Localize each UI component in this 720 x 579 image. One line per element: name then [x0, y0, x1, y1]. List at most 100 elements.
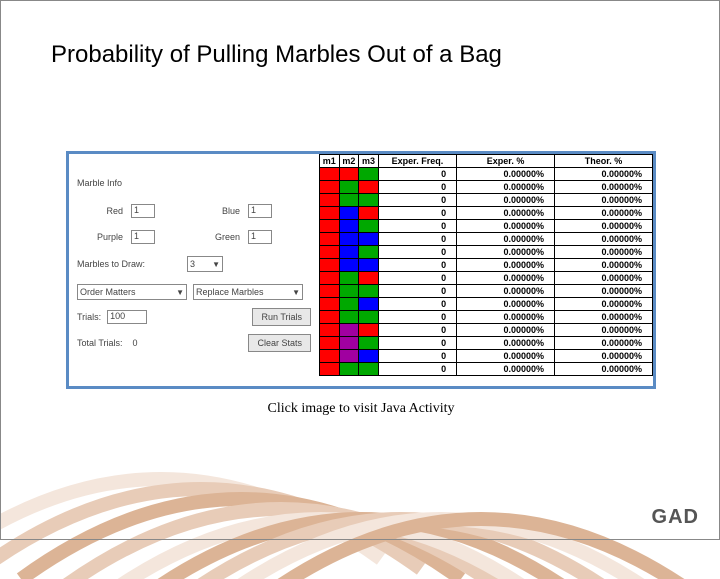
marble-cell: [359, 363, 379, 376]
marble-info-label: Marble Info: [77, 178, 311, 188]
value-cell: 0.00000%: [457, 233, 555, 246]
clear-stats-button[interactable]: Clear Stats: [248, 334, 311, 352]
value-cell: 0.00000%: [555, 259, 653, 272]
value-cell: 0.00000%: [555, 324, 653, 337]
marble-cell: [339, 233, 359, 246]
marble-cell: [359, 259, 379, 272]
marble-cell: [359, 181, 379, 194]
table-row: 00.00000%0.00000%: [320, 233, 653, 246]
page-title: Probability of Pulling Marbles Out of a …: [51, 41, 502, 69]
marble-cell: [339, 246, 359, 259]
marble-cell: [359, 285, 379, 298]
value-cell: 0: [378, 220, 456, 233]
chevron-down-icon: ▼: [212, 260, 220, 269]
value-cell: 0.00000%: [555, 311, 653, 324]
marble-cell: [320, 181, 340, 194]
trials-input[interactable]: 100: [107, 310, 147, 324]
value-cell: 0.00000%: [457, 168, 555, 181]
draw-select-value: 3: [190, 259, 195, 269]
marble-cell: [339, 285, 359, 298]
value-cell: 0.00000%: [555, 168, 653, 181]
draw-label: Marbles to Draw:: [77, 259, 187, 269]
value-cell: 0: [378, 168, 456, 181]
value-cell: 0: [378, 272, 456, 285]
replace-select[interactable]: Replace Marbles ▼: [193, 284, 303, 300]
red-label: Red: [77, 206, 123, 216]
value-cell: 0.00000%: [555, 220, 653, 233]
run-trials-button[interactable]: Run Trials: [252, 308, 311, 326]
total-trials-label: Total Trials:: [77, 338, 123, 348]
marble-cell: [359, 220, 379, 233]
applet-panel[interactable]: Marble Info Red 1 Blue 1 Purple 1 Green …: [66, 151, 656, 389]
controls-panel: Marble Info Red 1 Blue 1 Purple 1 Green …: [69, 154, 319, 386]
order-select-value: Order Matters: [80, 287, 136, 297]
marble-cell: [320, 194, 340, 207]
marble-cell: [339, 363, 359, 376]
marble-cell: [359, 233, 379, 246]
value-cell: 0.00000%: [457, 363, 555, 376]
value-cell: 0.00000%: [457, 207, 555, 220]
marble-cell: [320, 337, 340, 350]
value-cell: 0.00000%: [555, 181, 653, 194]
order-select[interactable]: Order Matters ▼: [77, 284, 187, 300]
marble-cell: [320, 311, 340, 324]
marble-cell: [359, 324, 379, 337]
table-row: 00.00000%0.00000%: [320, 363, 653, 376]
marble-cell: [320, 363, 340, 376]
table-row: 00.00000%0.00000%: [320, 285, 653, 298]
value-cell: 0.00000%: [457, 220, 555, 233]
value-cell: 0.00000%: [457, 194, 555, 207]
marble-cell: [320, 233, 340, 246]
marble-cell: [320, 350, 340, 363]
value-cell: 0.00000%: [555, 285, 653, 298]
blue-input[interactable]: 1: [248, 204, 272, 218]
brand-logo: GAD: [652, 506, 699, 529]
marble-cell: [359, 311, 379, 324]
table-row: 00.00000%0.00000%: [320, 168, 653, 181]
green-input[interactable]: 1: [248, 230, 272, 244]
marble-cell: [359, 298, 379, 311]
table-row: 00.00000%0.00000%: [320, 311, 653, 324]
purple-input[interactable]: 1: [131, 230, 155, 244]
marble-cell: [339, 298, 359, 311]
marble-cell: [339, 324, 359, 337]
marble-cell: [339, 350, 359, 363]
marble-cell: [339, 194, 359, 207]
value-cell: 0: [378, 181, 456, 194]
value-cell: 0.00000%: [457, 181, 555, 194]
marble-cell: [320, 207, 340, 220]
marble-cell: [320, 259, 340, 272]
value-cell: 0: [378, 207, 456, 220]
value-cell: 0.00000%: [457, 259, 555, 272]
image-caption: Click image to visit Java Activity: [1, 401, 720, 417]
value-cell: 0.00000%: [457, 246, 555, 259]
col-m3: m3: [359, 155, 379, 168]
marble-cell: [359, 337, 379, 350]
value-cell: 0.00000%: [555, 233, 653, 246]
col-theor-pct: Theor. %: [555, 155, 653, 168]
marble-cell: [320, 272, 340, 285]
table-row: 00.00000%0.00000%: [320, 350, 653, 363]
col-exper-freq: Exper. Freq.: [378, 155, 456, 168]
table-row: 00.00000%0.00000%: [320, 298, 653, 311]
total-trials-value: 0: [133, 338, 138, 348]
marble-cell: [359, 350, 379, 363]
marble-cell: [320, 168, 340, 181]
value-cell: 0.00000%: [555, 363, 653, 376]
marble-cell: [359, 207, 379, 220]
col-m1: m1: [320, 155, 340, 168]
marble-cell: [339, 337, 359, 350]
red-input[interactable]: 1: [131, 204, 155, 218]
value-cell: 0.00000%: [555, 350, 653, 363]
value-cell: 0: [378, 350, 456, 363]
value-cell: 0: [378, 298, 456, 311]
table-row: 00.00000%0.00000%: [320, 324, 653, 337]
table-row: 00.00000%0.00000%: [320, 207, 653, 220]
value-cell: 0.00000%: [555, 207, 653, 220]
value-cell: 0.00000%: [457, 298, 555, 311]
replace-select-value: Replace Marbles: [196, 287, 264, 297]
marble-cell: [359, 194, 379, 207]
draw-select[interactable]: 3 ▼: [187, 256, 223, 272]
purple-label: Purple: [77, 232, 123, 242]
value-cell: 0.00000%: [457, 272, 555, 285]
